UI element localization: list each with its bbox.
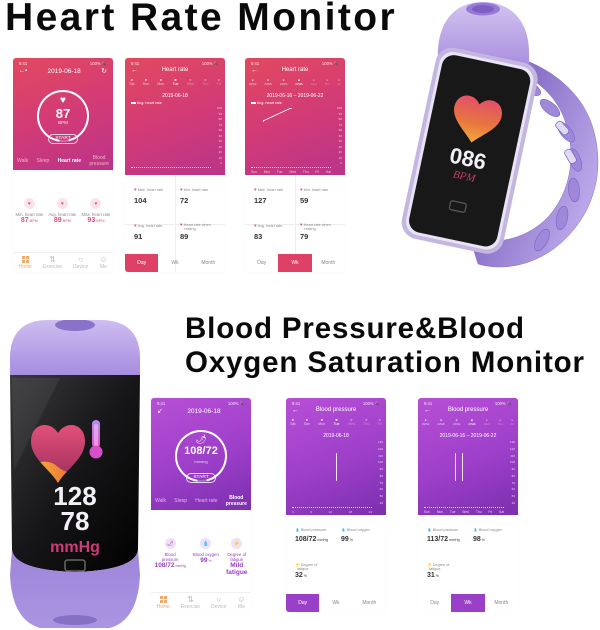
svg-text:78: 78 xyxy=(61,506,90,536)
svg-text:mmHg: mmHg xyxy=(50,539,100,556)
